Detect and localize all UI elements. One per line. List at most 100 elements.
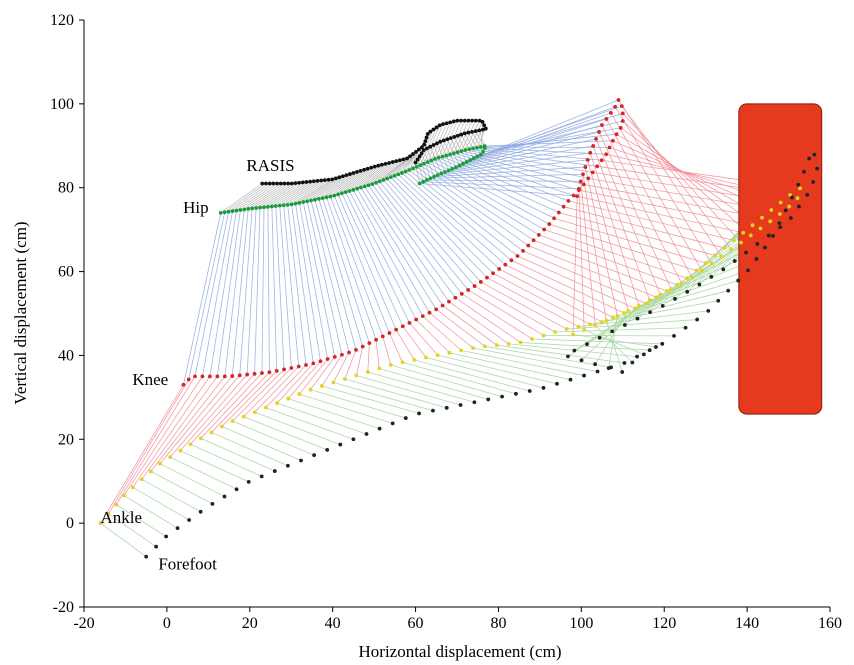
ankle-point: [471, 346, 475, 350]
ankle-point: [760, 215, 764, 220]
ankle-point: [795, 196, 800, 201]
shank-link: [333, 352, 350, 383]
ankle-point: [106, 512, 111, 516]
pelvis-link: [322, 171, 358, 199]
rasis-point: [414, 149, 418, 154]
thigh-link: [423, 163, 540, 236]
hip-point: [230, 209, 235, 214]
knee-point: [420, 314, 425, 319]
hip-point: [254, 206, 259, 210]
rasis-point: [379, 162, 384, 167]
rasis-point: [394, 159, 399, 164]
foot-link: [200, 437, 275, 472]
forefoot-point: [812, 152, 817, 157]
shank-link: [622, 120, 751, 236]
foot-link: [390, 364, 503, 398]
forefoot-point: [647, 348, 652, 353]
rasis-point: [355, 170, 359, 174]
knee-point: [434, 307, 439, 312]
ankle-point: [748, 233, 753, 238]
shank-link: [598, 131, 672, 290]
hip-point: [396, 172, 401, 177]
knee-point: [237, 373, 242, 378]
forefoot-point: [286, 463, 290, 468]
pelvis-link: [353, 163, 386, 191]
forefoot-point: [726, 288, 731, 293]
ankle-point: [731, 238, 736, 243]
rasis-point: [445, 137, 450, 142]
thigh-link: [271, 206, 278, 371]
hip-point: [347, 189, 352, 193]
forefoot-point: [660, 303, 665, 308]
pelvis-link: [419, 127, 437, 166]
knee-point: [561, 204, 566, 209]
shank-link: [344, 349, 357, 380]
forefoot-point: [403, 416, 408, 420]
ankle-point: [252, 410, 257, 414]
knee-point: [604, 117, 609, 121]
shank-link: [618, 99, 722, 257]
ankle-point: [787, 204, 792, 209]
rasis-point: [271, 181, 276, 186]
shank-link: [614, 106, 713, 264]
knee-point: [478, 280, 483, 284]
foot-link: [288, 398, 380, 430]
hip-point: [238, 208, 243, 212]
shank-link: [563, 206, 725, 249]
knee-point: [296, 364, 301, 369]
ankle-point: [424, 355, 428, 360]
knee-point: [200, 374, 205, 379]
thigh-link: [371, 183, 456, 298]
forefoot-point: [593, 362, 597, 367]
ankle-point: [275, 401, 279, 405]
thigh-link: [202, 211, 233, 377]
forefoot-point: [695, 317, 700, 322]
ankle-point: [230, 419, 235, 423]
forefoot-point: [312, 453, 316, 458]
knee-point: [586, 176, 591, 181]
shank-link: [533, 239, 667, 292]
thigh-link: [480, 146, 610, 148]
ankle-point: [777, 212, 782, 216]
rasis-point: [337, 175, 342, 180]
rasis-point: [408, 154, 412, 159]
forefoot-point: [771, 233, 775, 238]
hip-point: [392, 173, 397, 178]
shank-link: [622, 113, 742, 243]
knee-point: [230, 374, 235, 378]
hip-point: [428, 176, 433, 181]
shank-link: [382, 336, 392, 366]
thigh-link: [364, 186, 443, 306]
forefoot-point: [672, 334, 676, 338]
hip-point: [450, 166, 455, 171]
ankle-point: [654, 295, 659, 300]
forefoot-point: [597, 335, 602, 340]
hip-point: [332, 193, 337, 198]
knee-point: [245, 372, 250, 377]
thigh-link: [318, 198, 364, 347]
knee-point: [521, 248, 525, 253]
ankle-point: [615, 313, 620, 318]
forefoot-point: [685, 289, 690, 294]
thigh-link: [455, 124, 603, 168]
knee-point: [380, 334, 385, 339]
foot-link: [356, 375, 461, 406]
thigh-link: [261, 207, 265, 374]
knee-point: [526, 243, 531, 248]
knee-point: [620, 111, 625, 116]
y-tick-label: 60: [58, 264, 74, 281]
knee-point: [619, 104, 624, 109]
hip-point: [388, 175, 393, 180]
foot-link: [321, 385, 420, 414]
rasis-point: [340, 174, 345, 179]
pelvis-link: [303, 176, 340, 203]
forefoot-point: [164, 534, 169, 539]
hip-point: [471, 156, 476, 161]
thigh-link: [459, 118, 607, 166]
rasis-point: [422, 142, 427, 147]
pelvis-link: [299, 178, 337, 204]
rasis-point: [477, 118, 482, 123]
knee-point: [267, 370, 272, 375]
ankle-point: [739, 240, 743, 245]
knee-point: [604, 152, 609, 157]
